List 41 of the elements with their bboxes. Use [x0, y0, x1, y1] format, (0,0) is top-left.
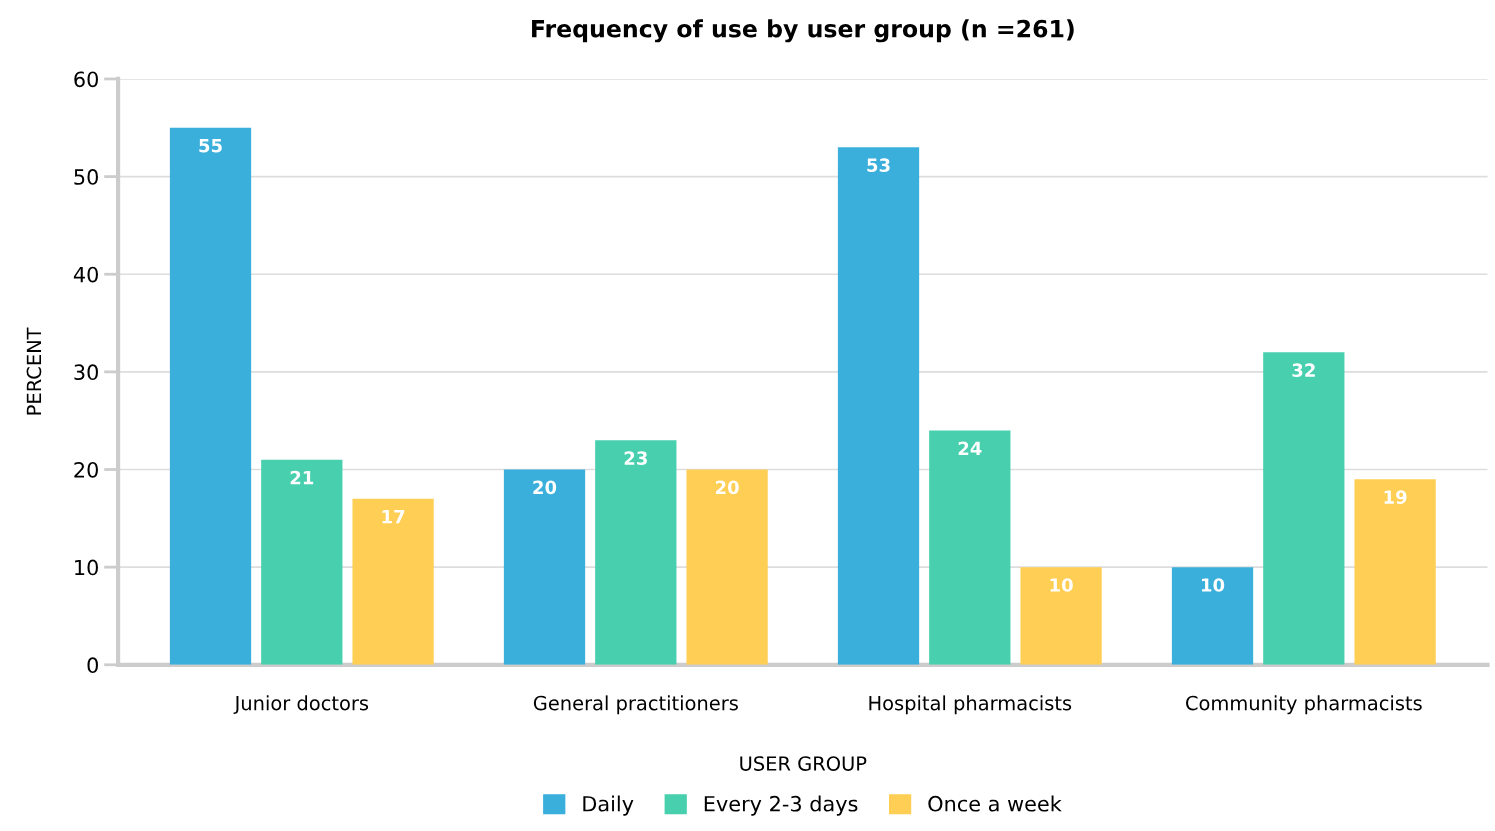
bar	[352, 498, 434, 665]
bar	[837, 147, 920, 665]
y-tick-label: 50	[74, 169, 98, 185]
x-tick-label: Community pharmacists	[1186, 695, 1422, 715]
bar	[169, 127, 252, 665]
data-label: 24	[958, 441, 982, 455]
y-tick-label: 40	[73, 266, 98, 283]
legend-label: Every 2-3 days	[704, 795, 858, 816]
y-tick-label: 60	[74, 71, 98, 88]
data-label: 20	[533, 480, 557, 495]
y-tick-label: 0	[87, 657, 98, 674]
bar	[1020, 567, 1102, 665]
y-tick-label: 20	[74, 461, 98, 478]
data-label: 55	[199, 139, 222, 153]
data-label: 21	[290, 470, 314, 485]
chart-title: Frequency of use by user group (n =261)	[532, 19, 1074, 43]
data-label: 19	[1384, 490, 1407, 504]
x-axis-title: USER GROUP	[740, 756, 867, 771]
data-label: 17	[382, 510, 405, 524]
bar	[595, 440, 677, 665]
bar	[1171, 567, 1254, 665]
y-tick-label: 10	[75, 559, 98, 576]
bar	[1263, 352, 1345, 665]
y-axis-title: PERCENT	[26, 327, 42, 415]
legend-label: Once a week	[928, 795, 1062, 812]
x-tick-label: Hospital pharmacists	[869, 695, 1072, 715]
bar	[686, 469, 768, 665]
data-label: 53	[867, 158, 890, 172]
legend-label: Daily	[583, 795, 634, 816]
y-tick-label: 30	[74, 364, 98, 381]
x-tick-label: General practitioners	[533, 695, 738, 715]
data-label: 10	[1050, 578, 1073, 592]
data-label: 10	[1202, 578, 1225, 592]
x-tick-label: Junior doctors	[233, 695, 369, 715]
data-label: 20	[715, 480, 739, 495]
bar	[1354, 479, 1436, 665]
bar	[929, 430, 1011, 665]
bar	[261, 459, 343, 665]
data-label: 23	[624, 451, 647, 465]
bar	[503, 469, 586, 665]
data-label: 32	[1292, 363, 1315, 378]
